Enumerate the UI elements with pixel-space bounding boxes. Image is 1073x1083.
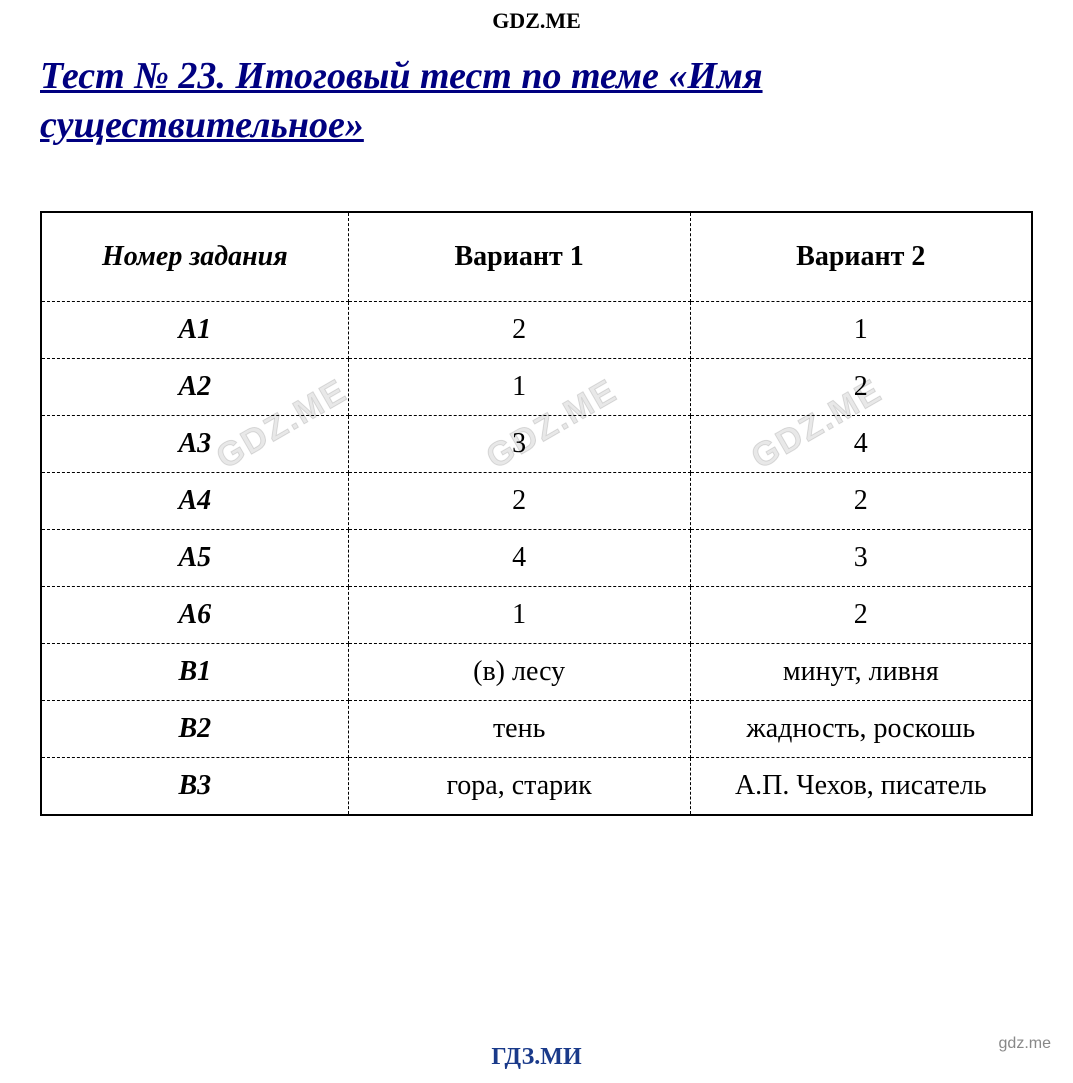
cell-v1: 1	[348, 586, 690, 643]
cell-v2: 3	[690, 529, 1032, 586]
footer-center-label: ГДЗ.МИ	[0, 1044, 1073, 1071]
cell-v2: 2	[690, 358, 1032, 415]
cell-v1: (в) лесу	[348, 643, 690, 700]
cell-v1: гора, старик	[348, 757, 690, 815]
table-row: B2 тень жадность, роскошь	[41, 700, 1032, 757]
header-label: GDZ.ME	[40, 0, 1033, 52]
table-row: A1 2 1	[41, 301, 1032, 358]
col-header-task: Номер задания	[41, 212, 348, 302]
cell-v2: 2	[690, 586, 1032, 643]
table-header-row: Номер задания Вариант 1 Вариант 2	[41, 212, 1032, 302]
col-header-variant-2: Вариант 2	[690, 212, 1032, 302]
cell-task: A4	[41, 472, 348, 529]
cell-v2: жадность, роскошь	[690, 700, 1032, 757]
cell-v2: 2	[690, 472, 1032, 529]
cell-task: B3	[41, 757, 348, 815]
cell-task: A6	[41, 586, 348, 643]
table-row: A6 1 2	[41, 586, 1032, 643]
table-row: B1 (в) лесу минут, ливня	[41, 643, 1032, 700]
cell-v1: 2	[348, 472, 690, 529]
table-row: B3 гора, старик А.П. Чехов, писатель	[41, 757, 1032, 815]
cell-task: B2	[41, 700, 348, 757]
col-header-variant-1: Вариант 1	[348, 212, 690, 302]
cell-v2: минут, ливня	[690, 643, 1032, 700]
cell-v2: 4	[690, 415, 1032, 472]
cell-task: A1	[41, 301, 348, 358]
table-row: A4 2 2	[41, 472, 1032, 529]
cell-v1: 4	[348, 529, 690, 586]
cell-v1: 1	[348, 358, 690, 415]
cell-v1: 2	[348, 301, 690, 358]
cell-v2: 1	[690, 301, 1032, 358]
table-row: A3 3 4	[41, 415, 1032, 472]
cell-v1: тень	[348, 700, 690, 757]
answers-table: Номер задания Вариант 1 Вариант 2 A1 2 1…	[40, 211, 1033, 816]
cell-task: B1	[41, 643, 348, 700]
cell-task: A5	[41, 529, 348, 586]
table-body: A1 2 1 A2 1 2 A3 3 4 A4 2 2 A5 4 3 A6 1 …	[41, 301, 1032, 815]
cell-v2: А.П. Чехов, писатель	[690, 757, 1032, 815]
table-row: A5 4 3	[41, 529, 1032, 586]
cell-v1: 3	[348, 415, 690, 472]
table-row: A2 1 2	[41, 358, 1032, 415]
page-title: Тест № 23. Итоговый тест по теме «Имя су…	[40, 52, 1033, 211]
cell-task: A2	[41, 358, 348, 415]
cell-task: A3	[41, 415, 348, 472]
